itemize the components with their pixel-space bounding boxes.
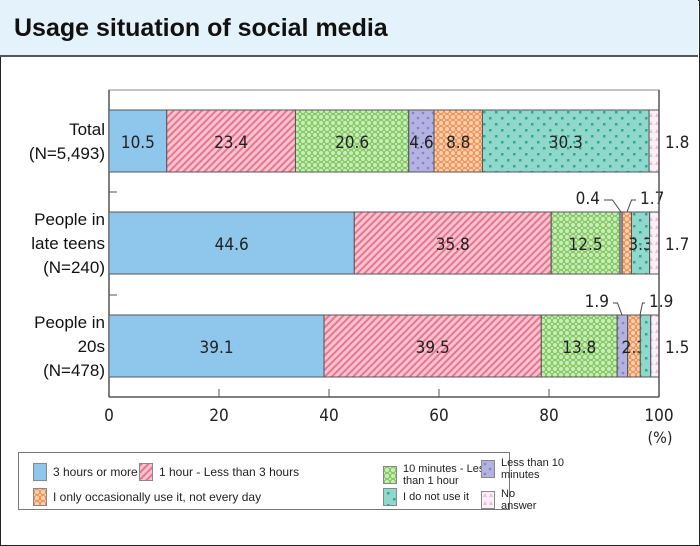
legend-item: 1 hour - Less than 3 hours bbox=[139, 463, 299, 481]
data-label: 35.8 bbox=[436, 235, 470, 255]
data-label: 1.8 bbox=[665, 133, 689, 153]
legend-label: No answer bbox=[501, 488, 537, 512]
x-tick-label: 80 bbox=[539, 406, 558, 426]
category-label: People in bbox=[34, 210, 105, 229]
legend-item: Less than 10 minutes bbox=[481, 457, 571, 481]
legend-label: 10 minutes - Less than 1 hour bbox=[403, 463, 490, 487]
category-label: Total bbox=[69, 120, 105, 139]
bar-segment bbox=[433, 109, 483, 173]
data-label: 8.8 bbox=[446, 133, 470, 153]
legend-item: No answer bbox=[481, 488, 536, 512]
x-tick-label: 100 bbox=[644, 406, 673, 426]
legend-swatch bbox=[33, 463, 47, 481]
data-label: 1.7 bbox=[640, 189, 664, 209]
legend-swatch bbox=[383, 488, 397, 506]
legend-swatch bbox=[481, 460, 495, 478]
bar-segment bbox=[166, 109, 296, 173]
bar-segment bbox=[353, 211, 552, 275]
data-label: 10.5 bbox=[121, 133, 155, 153]
leader-line bbox=[613, 302, 623, 316]
data-label: 1.5 bbox=[665, 338, 689, 358]
bar-segment bbox=[639, 314, 652, 378]
bar-segment bbox=[650, 314, 660, 378]
data-label: 1.9 bbox=[585, 292, 609, 312]
data-label: 23.4 bbox=[214, 133, 248, 153]
category-label: late teens bbox=[31, 234, 105, 253]
data-label: 30.3 bbox=[549, 133, 583, 153]
legend: 3 hours or more 1 hour - Less than 3 hour… bbox=[18, 452, 564, 512]
title-bar: Usage situation of social media bbox=[0, 0, 698, 57]
data-label: 0.4 bbox=[576, 189, 600, 209]
data-label: 3.3 bbox=[628, 235, 652, 255]
x-tick-label: 40 bbox=[319, 406, 338, 426]
leader-line bbox=[604, 199, 622, 213]
legend-swatch bbox=[33, 488, 47, 506]
category-label: People in bbox=[34, 313, 105, 332]
x-tick-label: 20 bbox=[209, 406, 228, 426]
data-label: 44.6 bbox=[215, 235, 249, 255]
data-label: 20.6 bbox=[335, 133, 369, 153]
category-label: (N=5,493) bbox=[29, 144, 105, 163]
page-title: Usage situation of social media bbox=[14, 14, 388, 42]
data-label: 39.1 bbox=[200, 338, 234, 358]
bar-segment bbox=[649, 211, 660, 275]
legend-swatch bbox=[139, 463, 153, 481]
bar-segment bbox=[294, 109, 410, 173]
data-label: 1.7 bbox=[665, 235, 689, 255]
legend-label: 1 hour - Less than 3 hours bbox=[159, 465, 300, 479]
data-label: 12.5 bbox=[569, 235, 603, 255]
legend-item: 3 hours or more bbox=[33, 463, 138, 481]
leader-line bbox=[639, 302, 645, 316]
category-label: 20s bbox=[78, 337, 105, 356]
legend-swatch bbox=[383, 466, 397, 484]
data-label: 13.8 bbox=[562, 338, 596, 358]
bar-segment bbox=[408, 109, 435, 173]
legend-label: Less than 10 minutes bbox=[501, 457, 564, 481]
legend-item: 10 minutes - Less than 1 hour bbox=[383, 463, 509, 487]
bar-segment bbox=[481, 109, 650, 173]
legend-label: I only occasionally use it, not every da… bbox=[53, 490, 262, 504]
legend-label: 3 hours or more bbox=[53, 465, 138, 479]
x-tick-label: 0 bbox=[104, 406, 114, 426]
bar-segment bbox=[540, 314, 618, 378]
bar-segment bbox=[108, 109, 168, 173]
x-tick-label: 60 bbox=[429, 406, 448, 426]
data-label: 39.5 bbox=[416, 338, 450, 358]
leader-line bbox=[626, 199, 636, 213]
legend-swatch bbox=[481, 491, 495, 509]
category-label: (N=240) bbox=[43, 258, 105, 277]
x-unit-label: (%) bbox=[648, 428, 673, 447]
data-label: 4.6 bbox=[409, 133, 433, 153]
category-label: (N=478) bbox=[43, 361, 105, 380]
data-label: 1.9 bbox=[649, 292, 673, 312]
legend-item: I only occasionally use it, not every da… bbox=[33, 488, 261, 506]
legend-item: I do not use it bbox=[383, 488, 469, 506]
bar-segment bbox=[648, 109, 660, 173]
legend-label: I do not use it bbox=[403, 491, 470, 503]
